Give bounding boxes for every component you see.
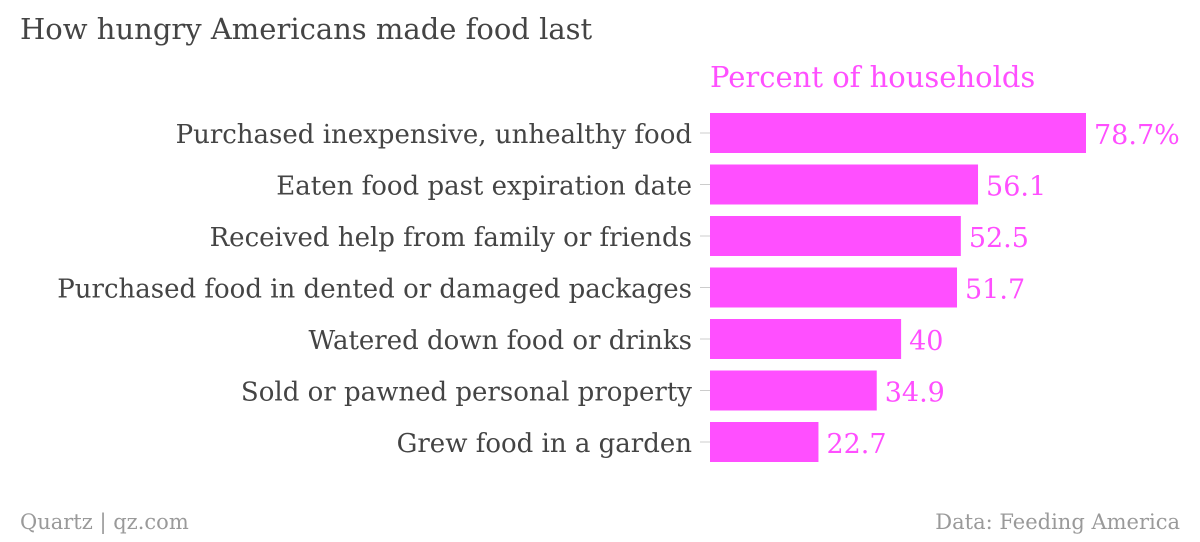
value-label: 56.1 <box>986 172 1046 203</box>
chart-title: How hungry Americans made food last <box>20 12 593 46</box>
bar <box>710 370 877 411</box>
category-label: Purchased food in dented or damaged pack… <box>57 275 692 305</box>
value-label: 78.7% <box>1094 120 1180 151</box>
value-label: 52.5 <box>969 223 1029 254</box>
category-label: Sold or pawned personal property <box>241 378 692 408</box>
footer-credit: Quartz | qz.com <box>20 510 189 534</box>
bar <box>710 319 902 359</box>
bar <box>710 422 819 462</box>
bar <box>710 113 1086 153</box>
value-label: 51.7 <box>965 275 1025 306</box>
series-label: Percent of households <box>710 60 1036 94</box>
bar <box>710 267 958 308</box>
value-label: 40 <box>909 326 943 357</box>
category-label: Eaten food past expiration date <box>276 172 692 202</box>
category-label: Watered down food or drinks <box>309 326 693 356</box>
category-label: Received help from family or friends <box>210 223 692 253</box>
category-label: Purchased inexpensive, unhealthy food <box>176 120 692 150</box>
value-label: 34.9 <box>885 378 945 409</box>
footer-source: Data: Feeding America <box>935 510 1180 534</box>
value-label: 22.7 <box>826 429 886 460</box>
bar <box>710 216 961 256</box>
bar <box>710 164 979 205</box>
category-label: Grew food in a garden <box>397 429 693 459</box>
